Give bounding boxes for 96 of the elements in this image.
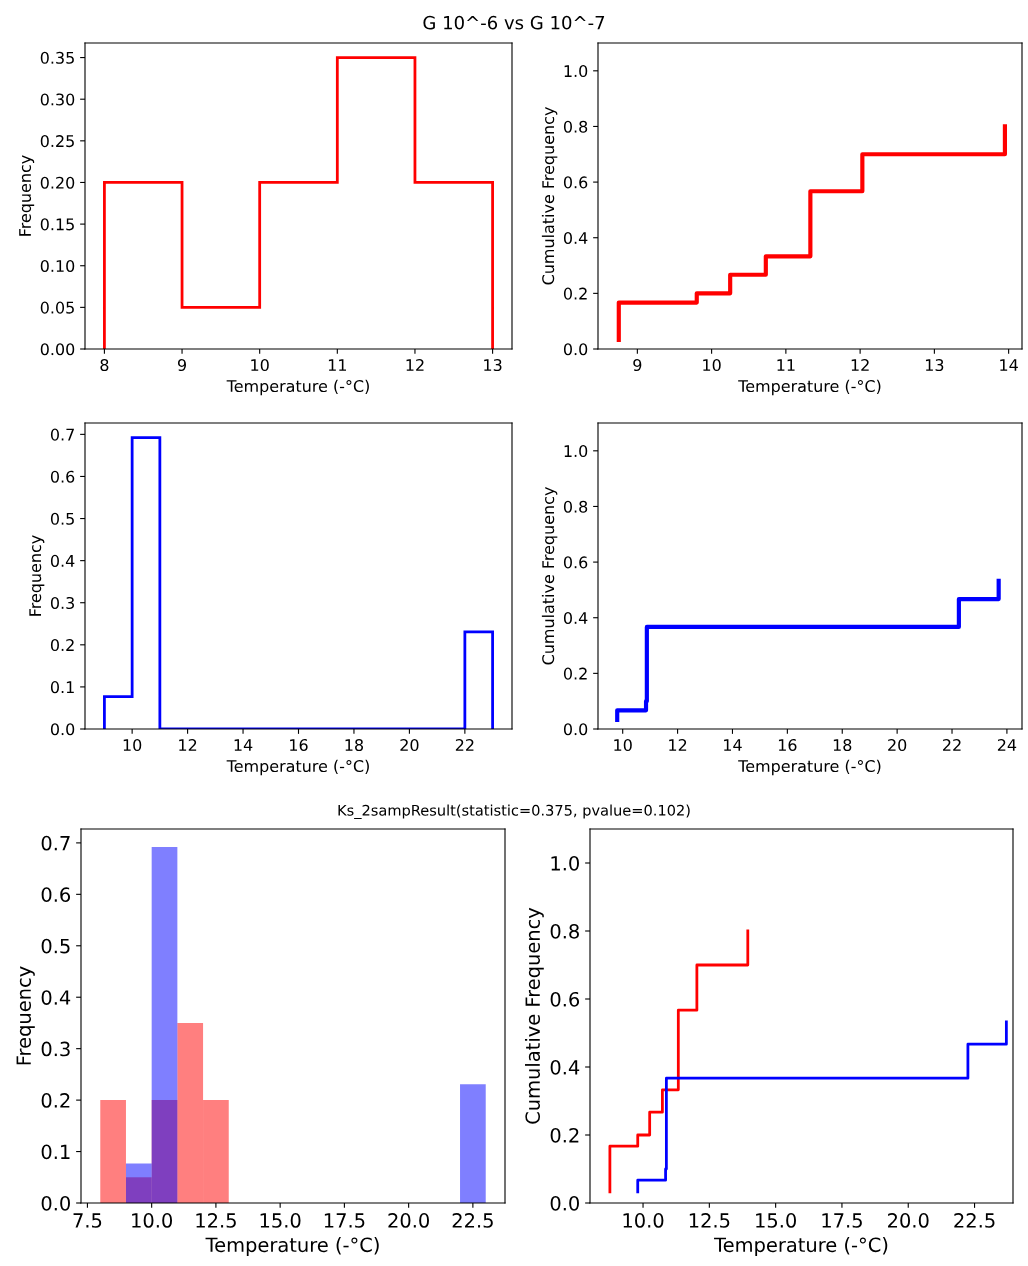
x-tick-label: 14: [1000, 359, 1018, 371]
y-tick-label: 0.3: [41, 1041, 70, 1057]
x-tick-label: 17.5: [822, 1213, 862, 1228]
chart-title: Ks_2sampResult(statistic=0.375, pvalue=0.102): [338, 804, 690, 819]
x-tick-label: 13: [925, 359, 944, 372]
x-axis-title: Temperature (-°C): [738, 379, 881, 396]
y-tick-label: 0.15: [40, 218, 74, 231]
x-tick-label: 14: [234, 739, 253, 751]
y-tick-label: 0.00: [40, 343, 75, 356]
x-axis-title: Temperature (-°C): [226, 759, 369, 776]
y-tick-label: 0.2: [563, 287, 587, 300]
x-tick-label: 8: [100, 359, 109, 372]
x-tick-label: 18: [345, 739, 364, 752]
y-axis-title: Frequency: [16, 966, 35, 1065]
x-tick-label: 14: [724, 739, 742, 751]
x-tick-label: 16: [778, 739, 797, 752]
x-tick-label: 10.0: [623, 1213, 664, 1228]
y-tick-label: 0.10: [40, 259, 75, 273]
x-tick-label: 15.0: [756, 1213, 796, 1228]
y-tick-label: 0.4: [41, 990, 71, 1005]
y-tick-label: 0.7: [50, 428, 74, 441]
x-tick-label: 20.0: [388, 1213, 429, 1228]
y-tick-label: 0.2: [563, 667, 587, 680]
x-tick-label: 12: [851, 359, 869, 371]
x-tick-label: 10: [614, 739, 632, 752]
y-tick-label: 0.0: [550, 1195, 579, 1211]
y-axis-title: Cumulative Frequency: [524, 907, 544, 1124]
y-axis-title: Frequency: [29, 535, 45, 616]
x-tick-label: 12: [669, 739, 687, 751]
x-axis-title: Temperature (-°C): [738, 759, 881, 776]
x-axis-title: Temperature (-°C): [714, 1237, 888, 1256]
y-tick-label: 0.3: [50, 596, 74, 610]
y-tick-label: 0.5: [41, 938, 70, 954]
y-tick-label: 0.20: [40, 176, 75, 189]
x-axis-title: Temperature (-°C): [205, 1237, 379, 1256]
y-tick-label: 1.0: [551, 855, 579, 871]
y-tick-label: 0.5: [50, 512, 74, 525]
y-tick-label: 1.0: [564, 65, 588, 78]
x-tick-label: 10: [123, 739, 142, 752]
y-tick-label: 0.4: [563, 231, 588, 245]
y-tick-label: 0.6: [563, 556, 588, 569]
y-tick-label: 0.2: [550, 1127, 579, 1143]
y-tick-label: 1.0: [564, 445, 588, 458]
y-tick-label: 0.0: [563, 723, 588, 736]
y-axis-title: Cumulative Frequency: [541, 107, 558, 285]
x-tick-label: 10: [703, 359, 721, 372]
y-tick-label: 0.0: [50, 723, 75, 736]
y-tick-label: 0.6: [550, 991, 580, 1007]
x-tick-label: 13: [484, 359, 502, 372]
y-tick-label: 0.7: [41, 835, 70, 851]
x-tick-label: 22.5: [452, 1213, 493, 1228]
x-tick-label: 22.5: [954, 1213, 995, 1228]
y-tick-label: 0.30: [40, 93, 75, 106]
y-tick-label: 0.6: [50, 470, 75, 483]
x-tick-label: 9: [177, 359, 186, 372]
x-tick-label: 12.5: [689, 1213, 730, 1228]
y-tick-label: 0.6: [41, 887, 71, 902]
y-tick-label: 0.4: [563, 611, 588, 625]
x-tick-label: 24: [997, 739, 1017, 751]
x-tick-label: 7.5: [73, 1213, 102, 1228]
y-tick-label: 0.05: [40, 301, 74, 314]
y-axis-title: Frequency: [19, 155, 35, 236]
x-axis-title: Temperature (-°C): [226, 379, 369, 396]
x-tick-label: 22: [943, 739, 961, 751]
y-tick-label: 0.25: [40, 135, 74, 148]
y-tick-label: 0.4: [50, 554, 75, 567]
x-tick-label: 9: [633, 359, 642, 372]
x-tick-label: 18: [833, 739, 852, 752]
x-tick-label: 22: [455, 739, 474, 751]
x-tick-label: 12.5: [196, 1213, 236, 1228]
y-tick-label: 0.1: [41, 1144, 70, 1160]
x-tick-label: 20.0: [888, 1213, 929, 1228]
y-axis-title: Cumulative Frequency: [541, 487, 558, 665]
y-tick-label: 0.8: [550, 923, 579, 939]
y-tick-label: 0.35: [40, 51, 74, 64]
chart-title: G 10^-6 vs G 10^-7: [423, 15, 605, 30]
y-tick-label: 0.8: [563, 120, 588, 133]
y-tick-label: 0.0: [563, 343, 588, 356]
y-tick-label: 0.6: [563, 176, 588, 189]
x-tick-label: 12: [406, 359, 424, 371]
x-tick-label: 11: [777, 359, 795, 371]
x-tick-label: 10.0: [132, 1213, 173, 1228]
x-tick-label: 16: [290, 739, 308, 752]
y-tick-label: 0.4: [550, 1059, 580, 1075]
y-tick-label: 0.2: [50, 639, 74, 652]
x-tick-label: 20: [400, 739, 419, 752]
x-tick-label: 20: [888, 739, 907, 752]
y-tick-label: 0.8: [563, 500, 588, 513]
x-tick-label: 12: [179, 739, 197, 751]
x-tick-label: 15.0: [260, 1213, 301, 1228]
y-tick-label: 0.1: [50, 681, 74, 694]
x-tick-label: 11: [328, 359, 347, 371]
x-tick-label: 17.5: [324, 1213, 365, 1228]
y-tick-label: 0.0: [41, 1195, 70, 1211]
x-tick-label: 10: [251, 359, 269, 372]
y-tick-label: 0.2: [41, 1093, 70, 1108]
